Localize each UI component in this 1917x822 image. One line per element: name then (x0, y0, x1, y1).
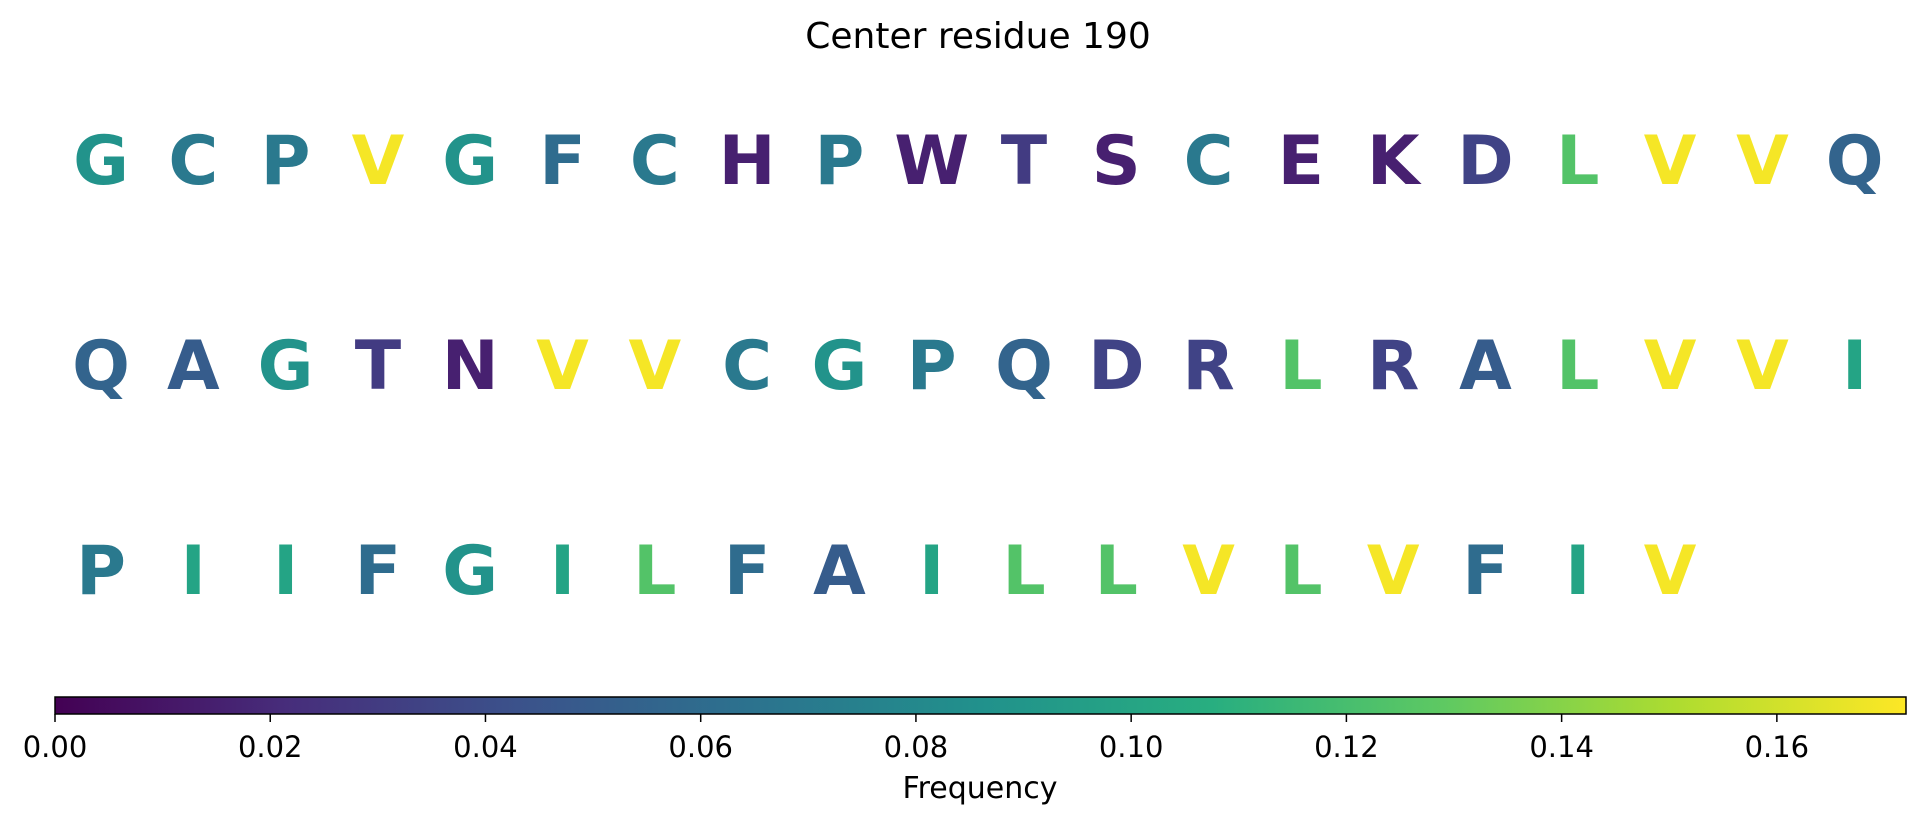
residue-letter: G (442, 122, 498, 201)
colorbar-ticks: 0.00 0.02 0.04 0.06 0.08 0.10 0.12 0.14 0.16 (23, 714, 1809, 764)
residue-letter: L (1095, 532, 1138, 611)
residue-letter: I (273, 532, 298, 611)
residue-letter: F (1462, 532, 1508, 611)
colorbar-tick-label: 0.00 (23, 730, 88, 764)
residue-letter: C (1184, 122, 1234, 201)
residue-letter: V (628, 327, 681, 406)
colorbar-tick-label: 0.04 (453, 730, 518, 764)
residue-letter: K (1367, 122, 1422, 201)
residue-letter: R (1367, 327, 1419, 406)
residue-letter: V (352, 122, 405, 201)
residue-letter: W (894, 122, 969, 201)
residue-letter: L (1279, 327, 1322, 406)
residue-letter: V (1367, 532, 1420, 611)
residue-letter: L (1002, 532, 1045, 611)
colorbar-gradient (54, 696, 1907, 715)
residue-letter: P (261, 122, 311, 201)
residue-letter: A (1459, 327, 1512, 406)
residue-letter: F (539, 122, 585, 201)
residue-letter: I (1565, 532, 1590, 611)
colorbar-tick-label: 0.08 (884, 730, 949, 764)
residue-letter: V (1644, 327, 1697, 406)
residue-letter: R (1182, 327, 1234, 406)
residue-letter: Q (72, 327, 130, 406)
residue-letter: S (1092, 122, 1141, 201)
residue-letter: I (550, 532, 575, 611)
colorbar: 0.00 0.02 0.04 0.06 0.08 0.10 0.12 0.14 0.16 Fre… (23, 696, 1907, 806)
residue-letter: E (1278, 122, 1324, 201)
residue-letter: G (73, 122, 129, 201)
residue-letter: P (814, 122, 864, 201)
residue-letter: A (813, 532, 866, 611)
residue-letter: V (1736, 122, 1789, 201)
residue-letter: Q (1826, 122, 1884, 201)
residue-letter: C (168, 122, 218, 201)
residue-letter: C (630, 122, 680, 201)
residue-letter: I (1842, 327, 1867, 406)
residue-letter: F (724, 532, 770, 611)
residue-letter: N (442, 327, 499, 406)
residue-letter: I (919, 532, 944, 611)
colorbar-tick-label: 0.16 (1745, 730, 1810, 764)
residue-letter: V (536, 327, 589, 406)
colorbar-label: Frequency (903, 771, 1058, 806)
residue-letter: L (1279, 532, 1322, 611)
residue-letter: G (811, 327, 867, 406)
residue-letter: C (722, 327, 772, 406)
residue-letter: V (1736, 327, 1789, 406)
residue-letter: T (1001, 122, 1048, 201)
residue-letter: I (181, 532, 206, 611)
residue-letter: G (258, 327, 314, 406)
residue-letter: F (355, 532, 401, 611)
residue-letter: P (907, 327, 957, 406)
residue-letter: V (1644, 122, 1697, 201)
residue-letter: G (442, 532, 498, 611)
colorbar-tick-label: 0.12 (1314, 730, 1379, 764)
residue-letter: D (1457, 122, 1513, 201)
colorbar-tick-label: 0.06 (668, 730, 733, 764)
residue-letter: P (76, 532, 126, 611)
residue-letter: D (1088, 327, 1144, 406)
residue-letter: V (1182, 532, 1235, 611)
residue-letter: T (355, 327, 402, 406)
residue-letter: L (1556, 327, 1599, 406)
colorbar-tick-label: 0.14 (1529, 730, 1594, 764)
chart-title: Center residue 190 (805, 16, 1151, 57)
residue-grid: G C P V G F C H P W T S C E K D L V V QQ A G T N V V C G P Q D R L R A L V V I… (72, 122, 1884, 611)
residue-letter: V (1644, 532, 1697, 611)
colorbar-tick-label: 0.02 (238, 730, 303, 764)
residue-letter: L (1556, 122, 1599, 201)
residue-letter: A (167, 327, 220, 406)
residue-letter: L (633, 532, 676, 611)
residue-letter: H (719, 122, 776, 201)
colorbar-tick-label: 0.10 (1099, 730, 1164, 764)
residue-letter: Q (995, 327, 1053, 406)
